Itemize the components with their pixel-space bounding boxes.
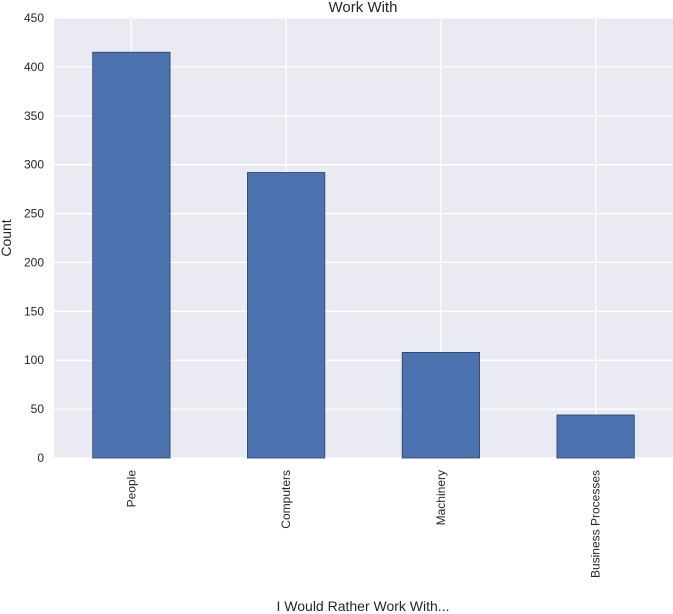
y-axis-label: Count [0,219,14,256]
y-tick-label: 250 [24,207,44,221]
y-axis-ticks: 0 50 100 150 200 250 300 350 400 450 [24,11,44,465]
y-tick-label: 0 [37,451,44,465]
y-tick-label: 400 [24,60,44,74]
bar [556,414,635,459]
x-tick-label: People [124,470,138,508]
y-tick-label: 200 [24,255,44,269]
chart-title: Work With [329,0,398,16]
y-tick-label: 350 [24,109,44,123]
bar [92,51,171,459]
y-tick-label: 300 [24,158,44,172]
bars [92,51,635,459]
x-axis-ticks: People Computers Machinery Business Process… [124,470,602,578]
y-tick-label: 100 [24,353,44,367]
y-tick-label: 150 [24,304,44,318]
y-tick-label: 450 [24,11,44,25]
x-axis-label: I Would Rather Work With... [277,598,450,614]
bar [401,351,480,459]
bar [247,172,326,459]
x-tick-label: Business Processes [589,470,603,578]
x-tick-label: Machinery [434,470,448,525]
y-tick-label: 50 [31,402,45,416]
x-tick-label: Computers [279,470,293,529]
